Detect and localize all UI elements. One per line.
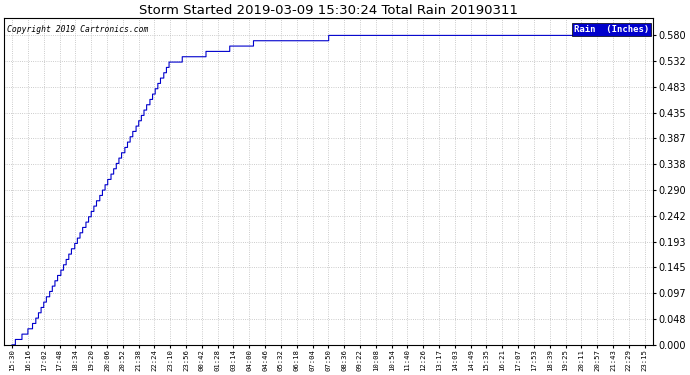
- Title: Storm Started 2019-03-09 15:30:24 Total Rain 20190311: Storm Started 2019-03-09 15:30:24 Total …: [139, 4, 518, 17]
- Text: Copyright 2019 Cartronics.com: Copyright 2019 Cartronics.com: [8, 25, 149, 34]
- Text: Rain  (Inches): Rain (Inches): [574, 25, 649, 34]
